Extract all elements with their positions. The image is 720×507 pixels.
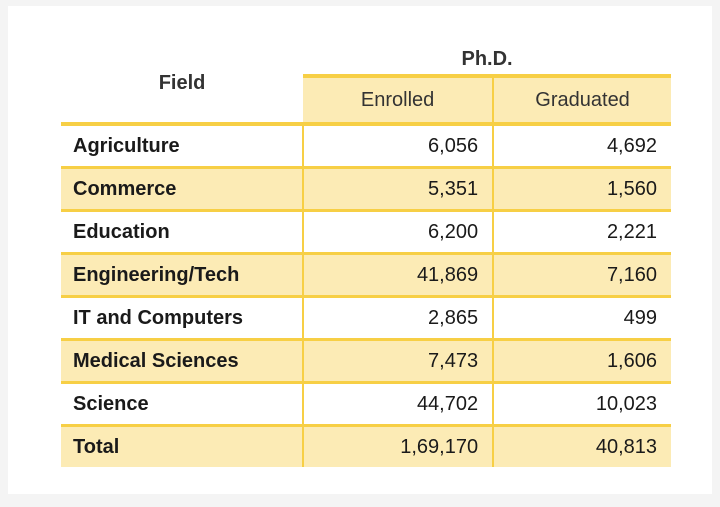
row-field: IT and Computers bbox=[61, 296, 304, 341]
table-row: Engineering/Tech 41,869 7,160 bbox=[61, 253, 671, 298]
row-graduated: 40,813 bbox=[493, 425, 671, 467]
document-page: Field Ph.D. Enrolled Graduated Agricultu… bbox=[8, 6, 712, 494]
row-field: Science bbox=[61, 382, 304, 427]
row-field: Education bbox=[61, 210, 304, 255]
header-field: Field bbox=[61, 44, 304, 126]
row-graduated: 4,692 bbox=[493, 124, 671, 169]
row-graduated: 1,560 bbox=[493, 167, 671, 212]
row-enrolled: 44,702 bbox=[302, 382, 495, 427]
row-field: Agriculture bbox=[61, 124, 304, 169]
row-graduated: 10,023 bbox=[493, 382, 671, 427]
table-row: Agriculture 6,056 4,692 bbox=[61, 124, 671, 169]
row-enrolled: 6,200 bbox=[302, 210, 495, 255]
row-enrolled: 6,056 bbox=[302, 124, 495, 169]
header-phd: Ph.D. bbox=[303, 44, 671, 78]
table-row: Medical Sciences 7,473 1,606 bbox=[61, 339, 671, 384]
table-row: Commerce 5,351 1,560 bbox=[61, 167, 671, 212]
row-field: Commerce bbox=[61, 167, 304, 212]
phd-enrollment-table: Field Ph.D. Enrolled Graduated Agricultu… bbox=[61, 44, 671, 467]
table-row: Education 6,200 2,221 bbox=[61, 210, 671, 255]
row-graduated: 7,160 bbox=[493, 253, 671, 298]
header-enrolled: Enrolled bbox=[303, 76, 495, 126]
row-field: Engineering/Tech bbox=[61, 253, 304, 298]
row-graduated: 1,606 bbox=[493, 339, 671, 384]
row-graduated: 2,221 bbox=[493, 210, 671, 255]
row-enrolled: 2,865 bbox=[302, 296, 495, 341]
table-row: IT and Computers 2,865 499 bbox=[61, 296, 671, 341]
table-row: Science 44,702 10,023 bbox=[61, 382, 671, 427]
row-enrolled: 1,69,170 bbox=[302, 425, 495, 467]
row-graduated: 499 bbox=[493, 296, 671, 341]
table-row-total: Total 1,69,170 40,813 bbox=[61, 425, 671, 467]
row-enrolled: 41,869 bbox=[302, 253, 495, 298]
row-field: Total bbox=[61, 425, 304, 467]
row-enrolled: 7,473 bbox=[302, 339, 495, 384]
row-field: Medical Sciences bbox=[61, 339, 304, 384]
header-graduated: Graduated bbox=[493, 76, 671, 126]
row-enrolled: 5,351 bbox=[302, 167, 495, 212]
